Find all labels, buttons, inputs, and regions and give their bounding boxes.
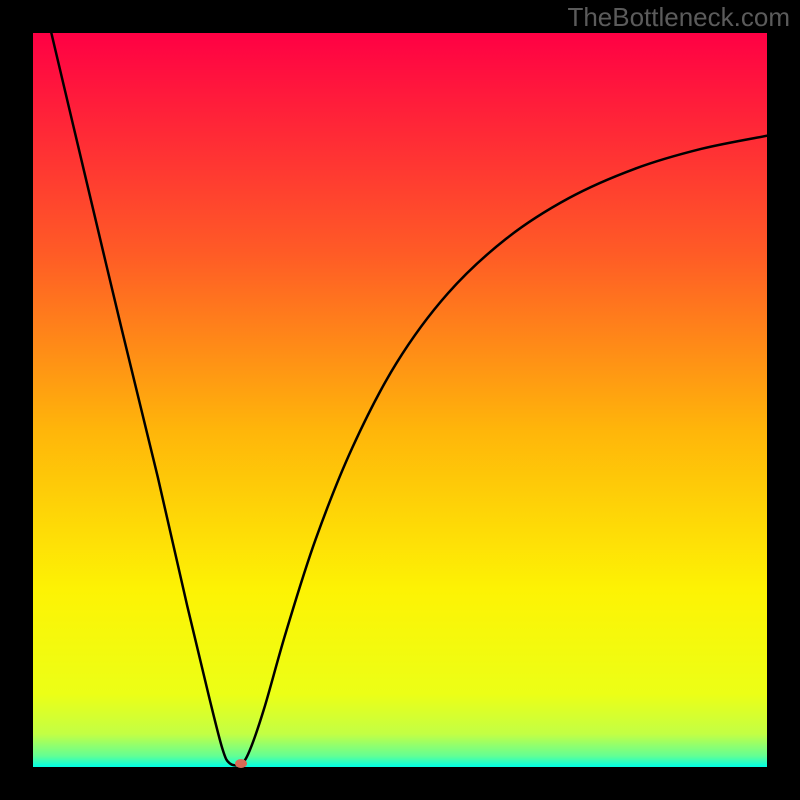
watermark-text: TheBottleneck.com bbox=[567, 2, 790, 33]
chart-container: TheBottleneck.com bbox=[0, 0, 800, 800]
gradient-plot-area bbox=[33, 33, 767, 767]
